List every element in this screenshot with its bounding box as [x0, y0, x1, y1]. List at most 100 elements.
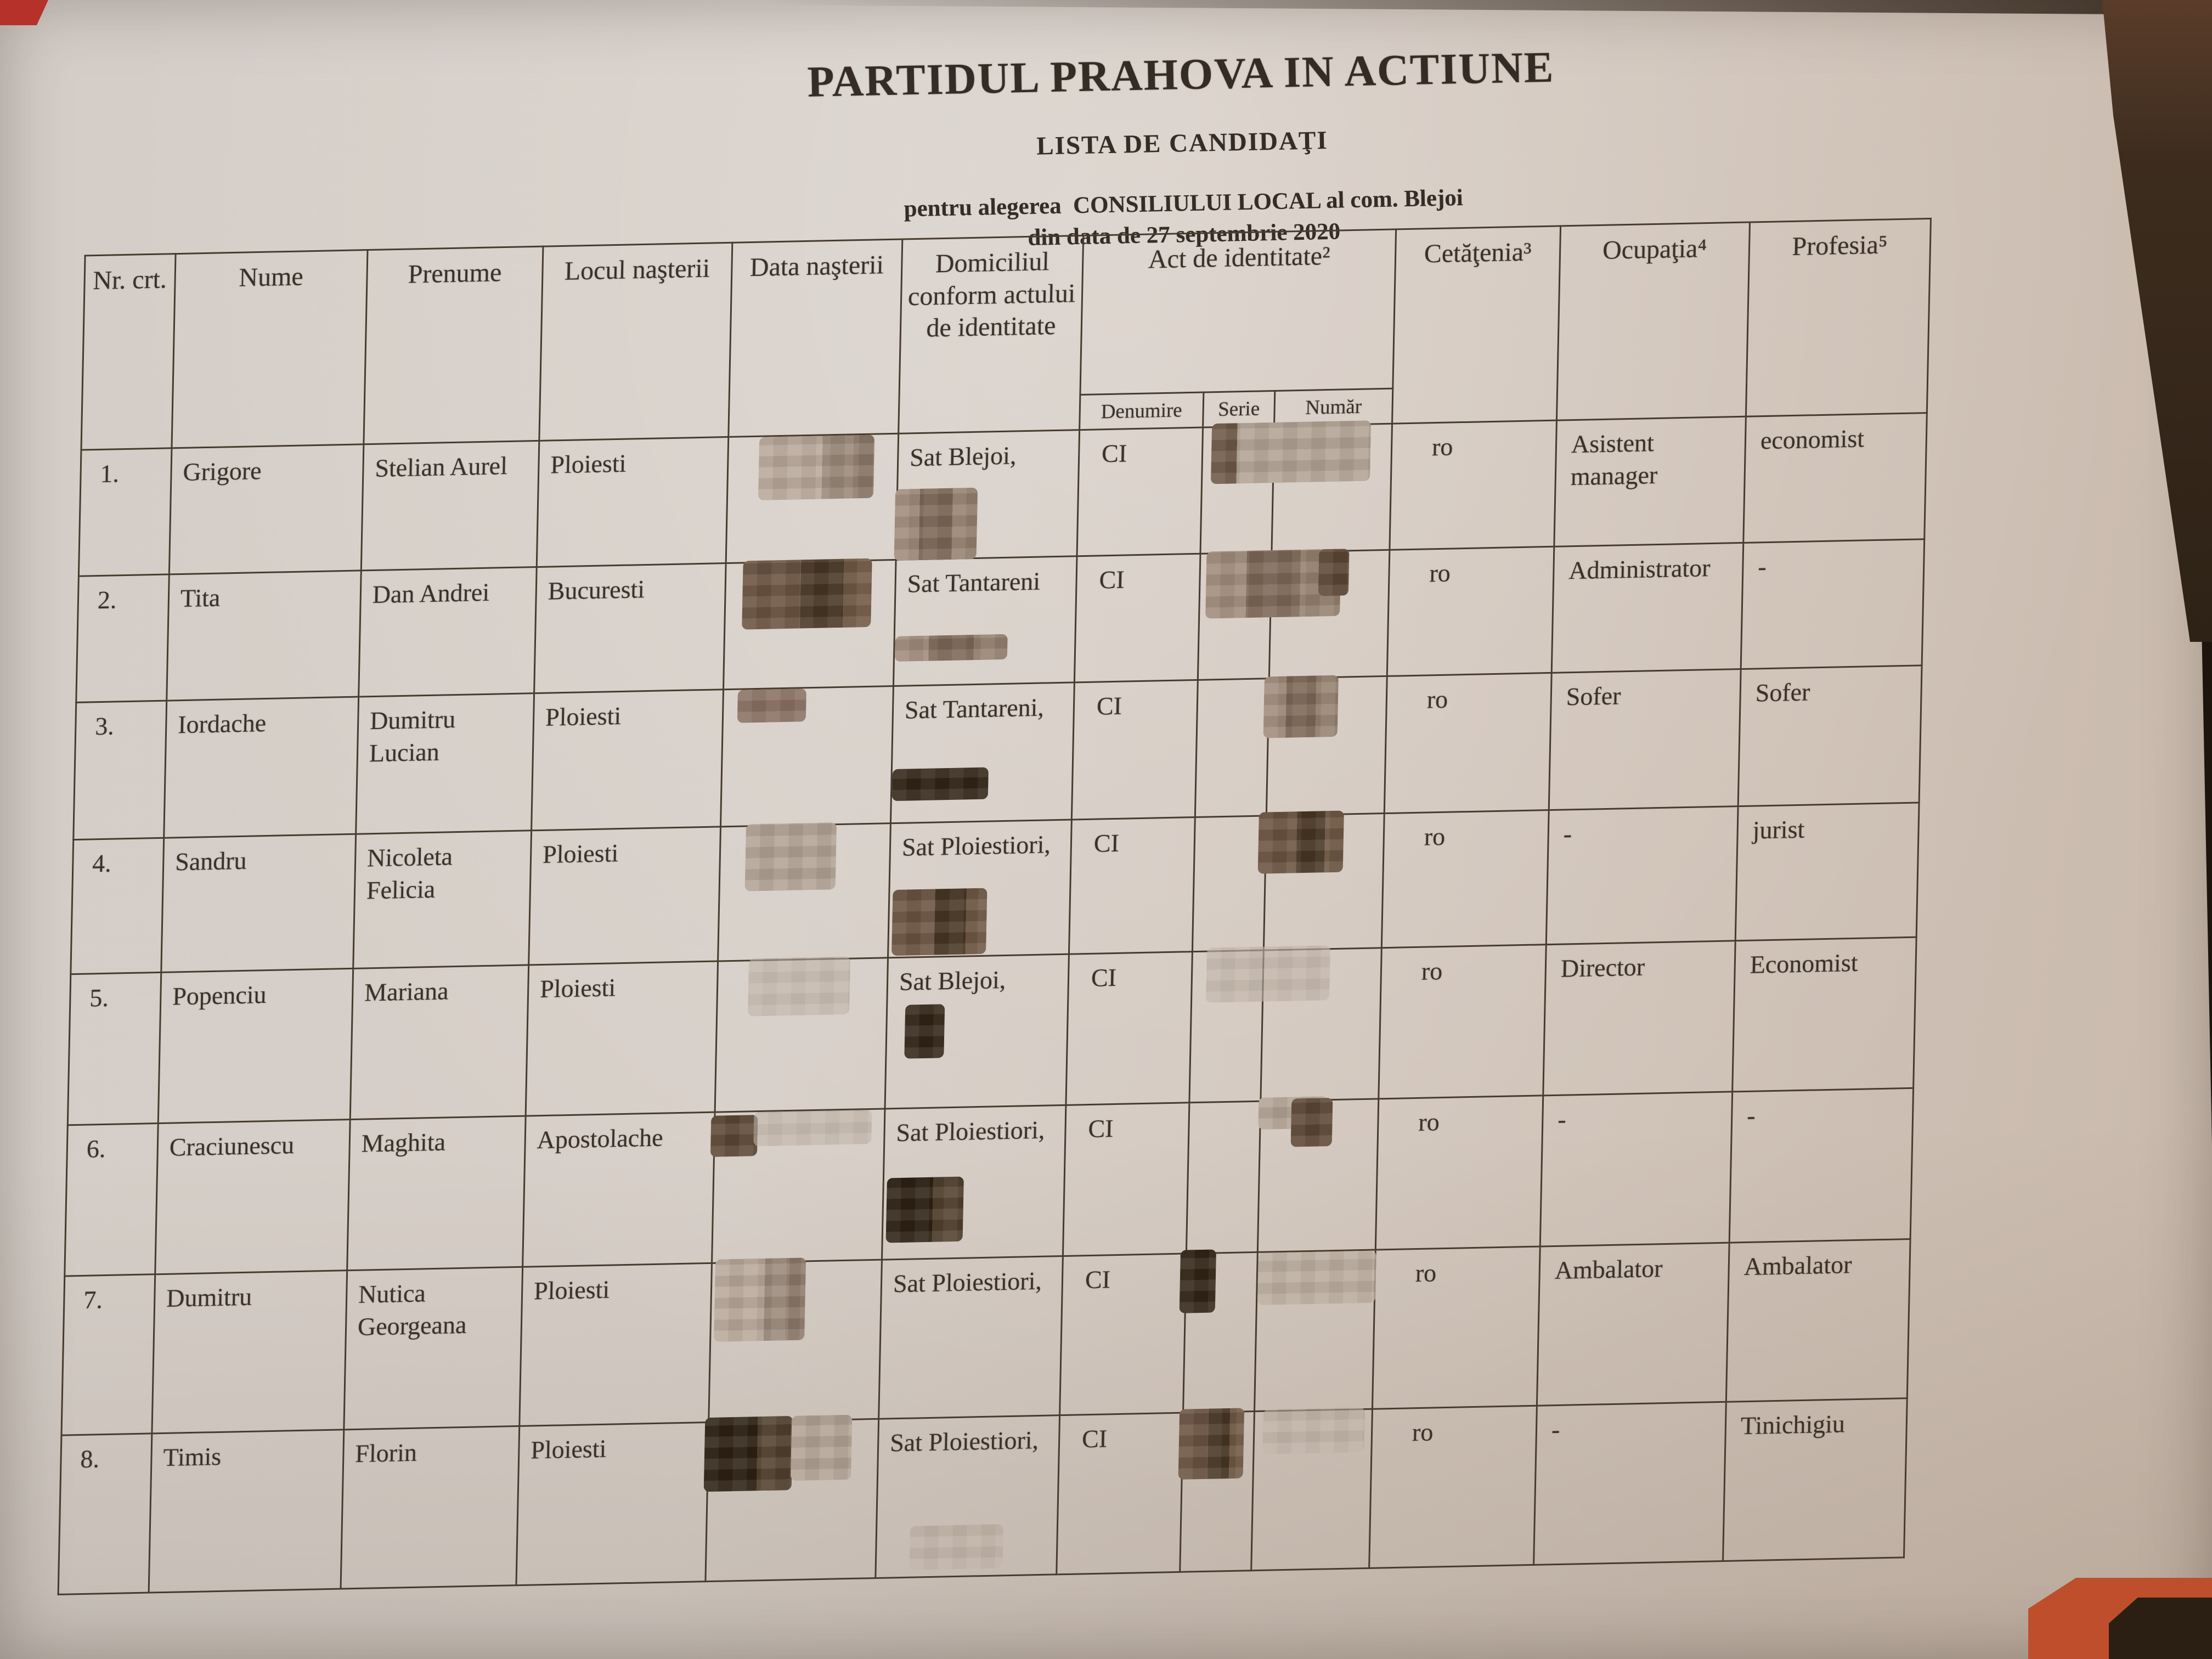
redaction-block [885, 1176, 964, 1243]
cell-ocupatia: - [1533, 1402, 1726, 1565]
cell-nume: Tita [166, 570, 362, 701]
cell-text: Sat Tantareni [907, 567, 1041, 598]
redaction-block [891, 767, 989, 802]
redaction-block [1262, 1407, 1365, 1454]
header-domiciliul: Domiciliul conform actului de identitate [898, 235, 1084, 434]
cell-nr: 2. [76, 574, 170, 703]
cell-text: Mariana [364, 977, 449, 1007]
cell-text: CI [1096, 691, 1122, 720]
cell-nume: Grigore [169, 444, 364, 574]
cell-ocupatia: Administrator [1551, 543, 1743, 673]
cell-text: ro [1431, 432, 1453, 461]
cell-prenume: Dan Andrei [358, 567, 537, 697]
cell-text: CI [1081, 1424, 1108, 1453]
cell-text: ro [1424, 822, 1446, 851]
cell-locul: Ploiesti [537, 437, 729, 567]
cell-nume: Sandru [161, 834, 356, 973]
header-data-nasterii: Data naşterii [728, 239, 902, 437]
cell-text: 1. [100, 459, 120, 488]
header-act-denumire: Denumire [1079, 392, 1204, 430]
cell-cetatenia: ro [1375, 1095, 1543, 1250]
cell-domiciliul: Sat Tantareni [893, 556, 1077, 686]
cell-text: CI [1088, 1114, 1114, 1143]
cell-profesia: Tinichigiu [1723, 1398, 1908, 1561]
cell-text: Ploiesti [530, 1434, 607, 1464]
cell-serie [1200, 420, 1372, 554]
redaction-block [758, 435, 875, 500]
cell-nr: 3. [73, 701, 167, 840]
candidates-table: Nr. crt. Nume Prenume Locul naşterii Dat… [58, 218, 1932, 1595]
cell-text: Iordache [177, 708, 267, 739]
cell-serie [1186, 1101, 1261, 1254]
cell-ocupatia: Asistent manager [1554, 416, 1746, 547]
cell-text: Popenciu [172, 980, 267, 1011]
redaction-block [753, 1109, 872, 1147]
header-ocupatia: Ocupaţia⁴ [1556, 222, 1750, 421]
cell-ocupatia: Sofer [1549, 669, 1741, 810]
cell-text: 8. [80, 1444, 100, 1474]
cell-text: 6. [86, 1134, 106, 1163]
cell-text: Timis [163, 1442, 222, 1472]
cell-denumire: CI [1063, 1102, 1189, 1256]
cell-text: Stelian Aurel [375, 452, 508, 482]
cell-text: Sat Ploiestiori, [893, 1266, 1042, 1298]
cell-text: Ploiesti [533, 1275, 610, 1305]
cell-text: - [1563, 820, 1572, 848]
redaction-block [744, 822, 837, 891]
cell-data [726, 433, 899, 563]
table-header: Nr. crt. Nume Prenume Locul naşterii Dat… [81, 218, 1931, 450]
cell-locul: Ploiesti [528, 826, 721, 965]
cell-text: 4. [92, 849, 112, 878]
cell-text: Dan Andrei [372, 578, 490, 609]
cell-text: Sofer [1755, 678, 1810, 707]
cell-cetatenia: ro [1389, 420, 1557, 550]
cell-data [723, 558, 896, 690]
cell-text: Sat Blejoi, [909, 441, 1017, 472]
cell-profesia: economist [1743, 413, 1927, 543]
cell-cetatenia: ro [1384, 673, 1552, 814]
cell-text: jurist [1752, 815, 1805, 844]
redaction-block [1211, 420, 1372, 484]
header-nume: Nume [171, 250, 368, 448]
cell-data [708, 1257, 882, 1423]
cell-numar [1257, 1096, 1379, 1252]
cell-denumire: CI [1069, 817, 1195, 955]
redaction-block [710, 1115, 758, 1157]
cell-text: Administrator [1568, 554, 1711, 585]
cell-cetatenia: ro [1378, 944, 1547, 1099]
cell-text: Ploiesti [550, 449, 627, 479]
redaction-block [904, 1004, 945, 1059]
cell-nr: 1. [78, 448, 172, 577]
cell-nume: Timis [149, 1429, 344, 1593]
cell-text: CI [1101, 439, 1127, 468]
cell-profesia: Economist [1732, 937, 1917, 1092]
cell-ocupatia: - [1546, 806, 1739, 945]
cell-text: Apostolache [537, 1123, 664, 1154]
cell-serie [1178, 1408, 1255, 1572]
cell-text: - [1746, 1101, 1756, 1130]
redaction-block [714, 1257, 806, 1342]
header-act-de-identitate: Act de identitate² [1080, 229, 1396, 395]
cell-profesia: jurist [1735, 803, 1920, 941]
cell-text: ro [1421, 957, 1443, 985]
cell-denumire: CI [1065, 951, 1193, 1105]
cell-denumire: CI [1077, 427, 1203, 556]
cell-locul: Apostolache [522, 1112, 715, 1267]
cell-cetatenia: ro [1372, 1246, 1541, 1409]
cell-numar [1263, 675, 1387, 816]
cell-prenume: Dumitru Lucian [356, 693, 534, 834]
cell-text: Tinichigiu [1740, 1409, 1846, 1440]
redaction-block [1206, 945, 1330, 1003]
cell-text: Bucuresti [548, 575, 645, 605]
cell-domiciliul: Sat Tantareni, [890, 682, 1075, 823]
cell-nr: 8. [58, 1433, 152, 1595]
cell-text: Tita [180, 583, 221, 613]
cell-nr: 4. [70, 838, 164, 974]
cell-text: 7. [83, 1285, 103, 1314]
table-header-row-main: Nr. crt. Nume Prenume Locul naşterii Dat… [81, 218, 1931, 450]
cell-text: Ploiesti [542, 839, 619, 868]
cell-domiciliul: Sat Ploiestiori, [875, 1415, 1060, 1578]
cell-text: CI [1099, 565, 1125, 594]
cell-text: ro [1412, 1418, 1434, 1447]
